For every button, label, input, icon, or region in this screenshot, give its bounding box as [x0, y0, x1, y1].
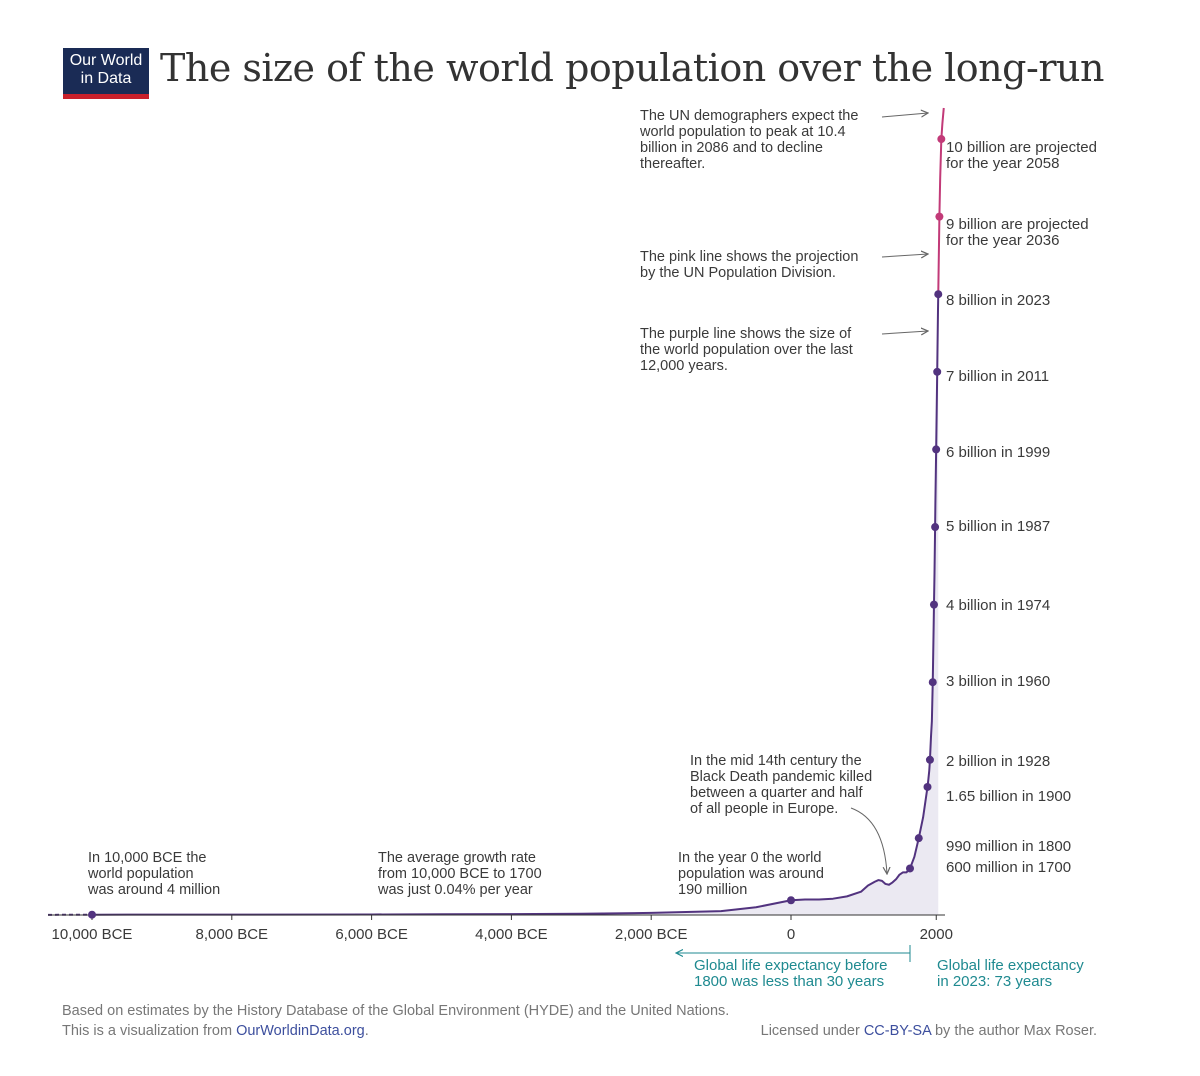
- source-note: Based on estimates by the History Databa…: [62, 1003, 730, 1019]
- milestone-label: 8 billion in 2023: [946, 292, 1050, 309]
- population-chart: 10,000 BCE 8,000 BCE 6,000 BCE 4,000 BCE 2,0…: [47, 107, 1097, 990]
- milestone-label: 5 billion in 1987: [946, 518, 1050, 535]
- x-tick-label: 10,000 BCE: [52, 926, 133, 943]
- license-suffix: by the author Max Roser.: [930, 1023, 1097, 1039]
- milestone-label: 2 billion in 1928: [946, 753, 1050, 770]
- milestone-label: 600 million in 1700: [946, 859, 1071, 876]
- milestone-label: 6 billion in 1999: [946, 444, 1050, 461]
- milestone-point: [906, 864, 914, 873]
- logo-line-1: Our World: [69, 52, 143, 69]
- milestone-point: [929, 600, 938, 609]
- milestone-point: [931, 523, 940, 532]
- annotated-point: [787, 896, 795, 905]
- annotation: In 10,000 BCE the world population was aro…: [87, 850, 220, 898]
- milestone-label: 9 billion are projected for the year 2036: [946, 216, 1089, 249]
- milestone-point: [934, 290, 943, 299]
- milestone-label: 7 billion in 2011: [946, 368, 1049, 385]
- footer-license: Licensed under CC-BY-SA by the author Ma…: [761, 1021, 1097, 1041]
- logo-line-2: in Data: [80, 70, 132, 87]
- population-area: [92, 294, 939, 916]
- milestone-label: 10 billion are projected for the year 205…: [946, 139, 1097, 172]
- x-tick-label: 0: [787, 926, 795, 943]
- owid-link[interactable]: OurWorldinData.org: [236, 1023, 365, 1039]
- milestone-point: [914, 834, 923, 843]
- life-expectancy-before: Global life expectancy before 1800 was le…: [694, 957, 887, 990]
- milestone-point: [928, 678, 937, 687]
- x-tick-label: 2000: [920, 926, 953, 943]
- milestone-point: [932, 445, 941, 454]
- arrow-black-death: [850, 807, 887, 874]
- milestone-label: 1.65 billion in 1900: [946, 788, 1071, 805]
- x-tick-label: 8,000 BCE: [196, 926, 269, 943]
- footer-source: Based on estimates by the History Databa…: [62, 1001, 729, 1041]
- annotation: The UN demographers expect the world popu…: [639, 108, 858, 172]
- milestone-label: 990 million in 1800: [946, 838, 1071, 855]
- owid-logo[interactable]: Our World in Data: [63, 48, 149, 99]
- milestone-point: [933, 367, 942, 376]
- x-tick-label: 6,000 BCE: [335, 926, 408, 943]
- milestone-point: [937, 135, 946, 144]
- life-expectancy-2023: Global life expectancy in 2023: 73 years: [937, 957, 1084, 990]
- arrow-projection: [881, 254, 928, 257]
- viz-credit-suffix: .: [364, 1023, 369, 1039]
- viz-credit-prefix: This is a visualization from: [62, 1023, 237, 1039]
- viz-credit: This is a visualization from OurWorldinD…: [62, 1021, 729, 1041]
- annotation: In the year 0 the world population was ar…: [678, 850, 824, 898]
- annotation: The pink line shows the projection by the…: [640, 249, 858, 281]
- annotation: The average growth rate from 10,000 BCE t…: [377, 850, 542, 898]
- license-link[interactable]: CC-BY-SA: [863, 1023, 931, 1039]
- series-line-historic: [91, 294, 940, 916]
- chart-title: The size of the world population over th…: [160, 46, 1104, 90]
- milestone-label: 3 billion in 1960: [946, 673, 1050, 690]
- x-tick-label: 4,000 BCE: [475, 926, 548, 943]
- arrow-purple: [881, 331, 928, 334]
- series-line-projection: [937, 107, 945, 295]
- x-tick-label: 2,000 BCE: [615, 926, 688, 943]
- license-prefix: Licensed under: [760, 1023, 864, 1039]
- milestone-point: [935, 212, 944, 221]
- milestone-point: [923, 782, 932, 791]
- arrow-peak: [881, 113, 928, 117]
- annotation: The purple line shows the size of the wor…: [640, 326, 853, 374]
- annotation: In the mid 14th century the Black Death p…: [690, 753, 872, 817]
- annotated-point: [88, 910, 96, 919]
- milestone-point: [925, 755, 934, 764]
- milestone-label: 4 billion in 1974: [946, 597, 1050, 614]
